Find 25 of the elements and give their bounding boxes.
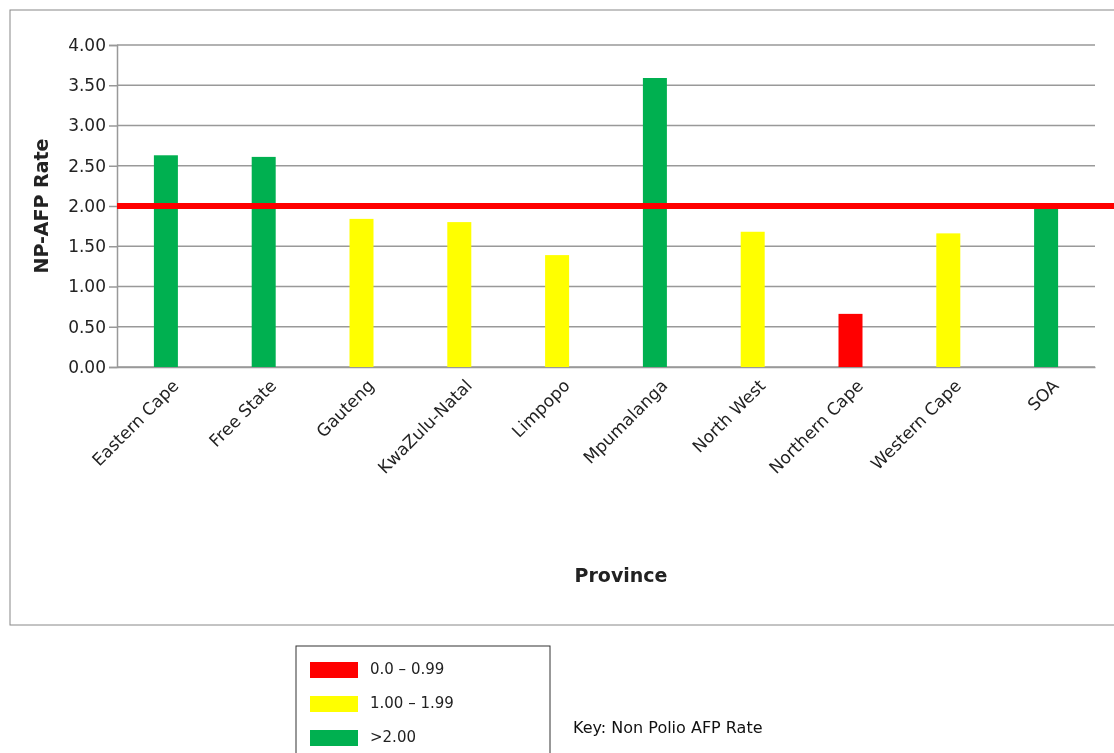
y-tick-label: 2.50 bbox=[68, 155, 106, 176]
bar bbox=[447, 222, 472, 367]
bar bbox=[153, 155, 178, 367]
y-tick-label: 1.50 bbox=[68, 236, 106, 257]
bar bbox=[545, 255, 570, 367]
y-tick-label: 4.00 bbox=[68, 34, 106, 55]
bar bbox=[251, 156, 276, 367]
y-tick-label: 1.00 bbox=[68, 276, 106, 297]
y-tick-label: 3.00 bbox=[68, 115, 106, 136]
legend-label: 1.00 – 1.99 bbox=[370, 694, 454, 712]
x-axis-title: Province bbox=[574, 564, 668, 586]
bar bbox=[936, 233, 961, 367]
y-tick-label: 2.00 bbox=[68, 195, 106, 216]
y-axis-title: NP-AFP Rate bbox=[30, 138, 52, 274]
y-tick-label: 3.50 bbox=[68, 75, 106, 96]
bar bbox=[740, 231, 765, 367]
y-tick-label: 0.00 bbox=[68, 356, 106, 377]
legend-label: 0.0 – 0.99 bbox=[370, 660, 445, 678]
bar bbox=[1034, 208, 1059, 367]
legend-title: Key: Non Polio AFP Rate bbox=[573, 718, 763, 737]
bar bbox=[349, 218, 374, 367]
legend-label: >2.00 bbox=[370, 728, 416, 746]
bar bbox=[642, 78, 667, 367]
y-tick-label: 0.50 bbox=[68, 316, 106, 337]
bar bbox=[838, 313, 863, 367]
